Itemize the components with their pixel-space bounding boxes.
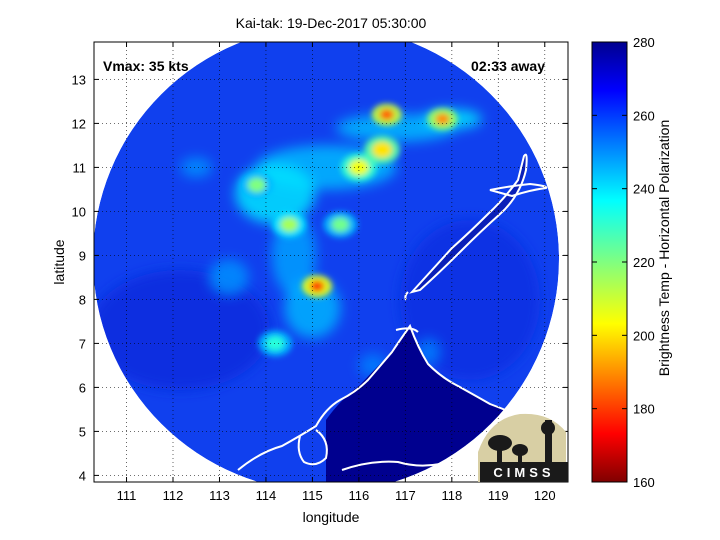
y-axis-label: latitude	[51, 239, 67, 284]
cold-feature-core	[435, 113, 450, 125]
chart-title: Kai-tak: 19-Dec-2017 05:30:00	[236, 15, 427, 31]
y-tick-label: 13	[72, 72, 86, 87]
colorbar-tick-label: 240	[633, 182, 655, 197]
coastlines	[237, 95, 567, 471]
cold-feature-core	[310, 280, 325, 292]
y-tick-label: 4	[79, 468, 86, 483]
grid-lines	[94, 42, 568, 482]
logo-text: CIMSS	[493, 465, 554, 480]
cold-feature-core	[266, 336, 285, 351]
colorbar-tick-label: 180	[633, 402, 655, 417]
x-tick-label: 114	[256, 488, 277, 503]
x-axis: 111 112 113 114 115 116 117 118 119 120	[117, 42, 556, 503]
cold-feature-core	[372, 141, 393, 158]
y-tick-label: 12	[72, 116, 86, 131]
x-axis-label: longitude	[303, 509, 360, 525]
y-tick-label: 5	[79, 424, 86, 439]
colorbar-label: Brightness Temp - Horizontal Polarizatio…	[656, 120, 672, 377]
colorbar: 160 180 200 220 240 260 280 Brightness Temp - …	[591, 35, 672, 490]
colorbar-tick-label: 200	[633, 328, 655, 343]
y-tick-label: 7	[79, 336, 86, 351]
x-tick-label: 118	[441, 488, 462, 503]
cold-feature-core	[379, 109, 394, 121]
x-tick-label: 115	[302, 488, 323, 503]
x-tick-label: 113	[209, 488, 230, 503]
colorbar-gradient	[591, 41, 628, 483]
x-tick-label: 119	[488, 488, 509, 503]
y-tick-label: 8	[79, 292, 86, 307]
time-away-annotation: 02:33 away	[471, 58, 545, 74]
cold-feature-core	[331, 217, 350, 232]
x-tick-label: 116	[349, 488, 370, 503]
cold-feature-core	[280, 217, 299, 232]
colorbar-tick-label: 260	[633, 108, 655, 123]
x-tick-label: 111	[117, 488, 137, 503]
colorbar-tick-label: 160	[633, 475, 655, 490]
y-tick-label: 6	[79, 380, 86, 395]
y-tick-label: 11	[73, 160, 87, 175]
y-tick-label: 9	[79, 248, 86, 263]
cold-feature-core	[247, 177, 266, 193]
axes-frame	[93, 41, 569, 483]
x-tick-label: 117	[395, 488, 416, 503]
colorbar-tick-label: 280	[633, 35, 655, 50]
colorbar-tick-label: 220	[633, 255, 655, 270]
y-tick-label: 10	[72, 204, 86, 219]
cimss-logo: CIMSS	[478, 413, 568, 482]
x-tick-label: 112	[163, 488, 184, 503]
vmax-annotation: Vmax: 35 kts	[103, 58, 189, 74]
y-axis: 4 5 6 7 8 9 10 11 12 13	[72, 72, 568, 483]
x-tick-label: 120	[534, 488, 556, 503]
